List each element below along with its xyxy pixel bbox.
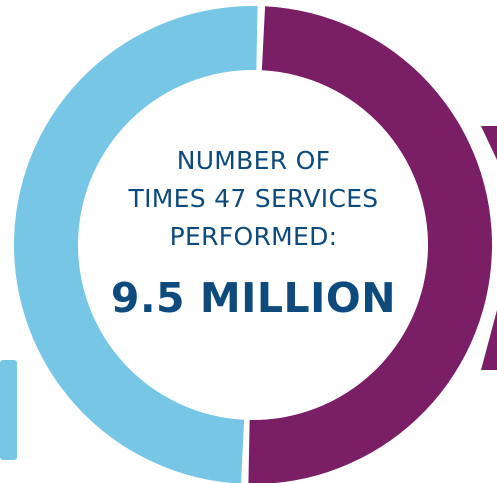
donut-slices [14,6,492,483]
center-label-line-2: TIMES 47 SERVICES [128,184,379,213]
center-label-line-3: PERFORMED: [169,222,338,251]
left-partial-shape [0,360,17,460]
donut-slice-1 [248,6,492,483]
center-label-line-1: NUMBER OF [176,146,331,175]
center-value: 9.5 MILLION [110,274,397,322]
donut-slice-2 [14,6,258,483]
right-partial-shape [481,126,497,160]
right-partial-shape-lower [481,310,497,370]
